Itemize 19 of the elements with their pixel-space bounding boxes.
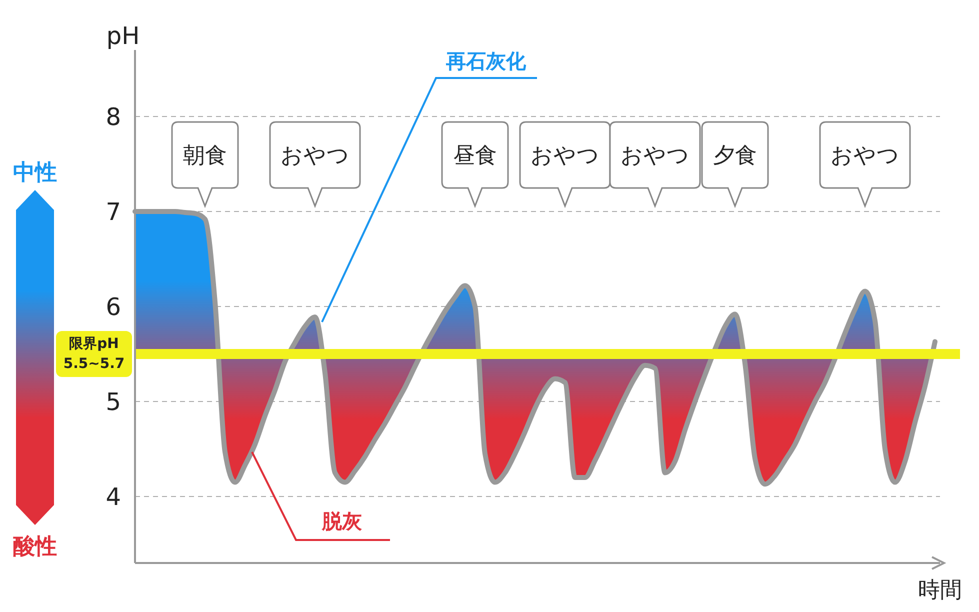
- annotation: おやつ: [620, 144, 690, 169]
- x-axis-title: 時間: [918, 578, 962, 603]
- annotation: おやつ: [280, 144, 350, 169]
- y-tick-label: 8: [106, 102, 121, 131]
- annotation: 夕食: [713, 144, 757, 169]
- y-tick-label: 4: [106, 482, 121, 511]
- annotation: 昼食: [453, 144, 497, 169]
- text: 中性: [13, 160, 57, 186]
- annotation: おやつ: [530, 144, 600, 169]
- annotation: おやつ: [830, 144, 900, 169]
- y-tick-label: 5: [106, 388, 121, 416]
- ref-line-label: 限界pH 5.5~5.7: [63, 336, 125, 372]
- y-tick-label: 7: [106, 198, 121, 226]
- annotation: 再石灰化: [445, 49, 527, 73]
- y-axis-title: pH: [106, 22, 140, 50]
- y-tick-label: 6: [106, 292, 121, 321]
- annotation: 朝食: [183, 144, 227, 169]
- text: 酸性: [13, 534, 57, 560]
- annotation: 脱灰: [321, 509, 363, 533]
